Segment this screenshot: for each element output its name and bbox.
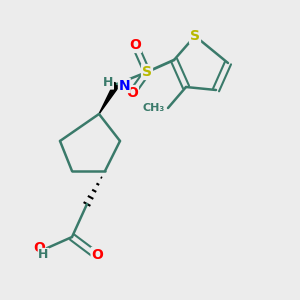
Text: CH₃: CH₃ <box>143 103 165 113</box>
Polygon shape <box>99 82 120 114</box>
Text: H: H <box>103 76 113 89</box>
Text: H: H <box>38 248 49 262</box>
Text: O: O <box>126 86 138 100</box>
Text: S: S <box>190 29 200 43</box>
Text: S: S <box>142 65 152 79</box>
Text: O: O <box>129 38 141 52</box>
Text: O: O <box>92 248 104 262</box>
Text: N: N <box>118 79 130 92</box>
Text: O: O <box>33 241 45 254</box>
